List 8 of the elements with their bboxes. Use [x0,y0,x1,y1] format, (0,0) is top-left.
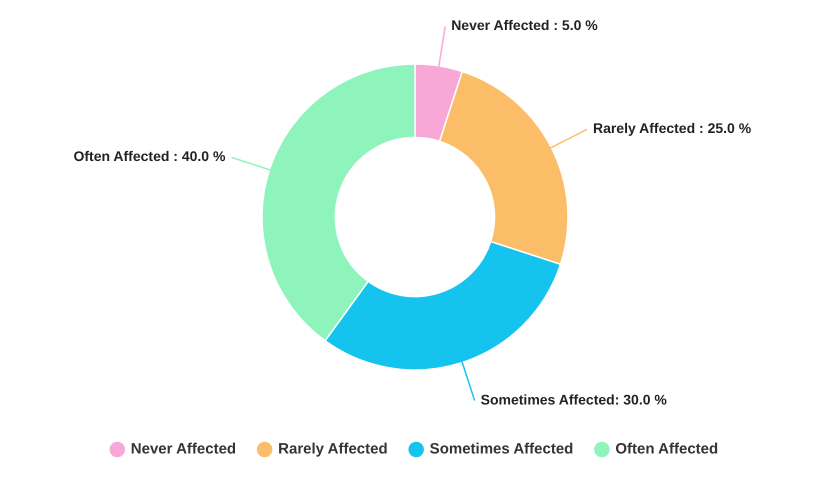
legend-label: Often Affected [615,440,718,458]
data-label: Rarely Affected : 25.0 % [592,120,752,136]
legend-label: Never Affected [130,440,236,458]
data-label: Sometimes Affected: 30.0 % [480,391,668,408]
data-label: Often Affected : 40.0 % [73,148,226,164]
data-label: Never Affected : 5.0 % [451,17,598,34]
legend-label: Rarely Affected [278,440,388,458]
legend-label: Sometimes Affected [430,440,574,458]
